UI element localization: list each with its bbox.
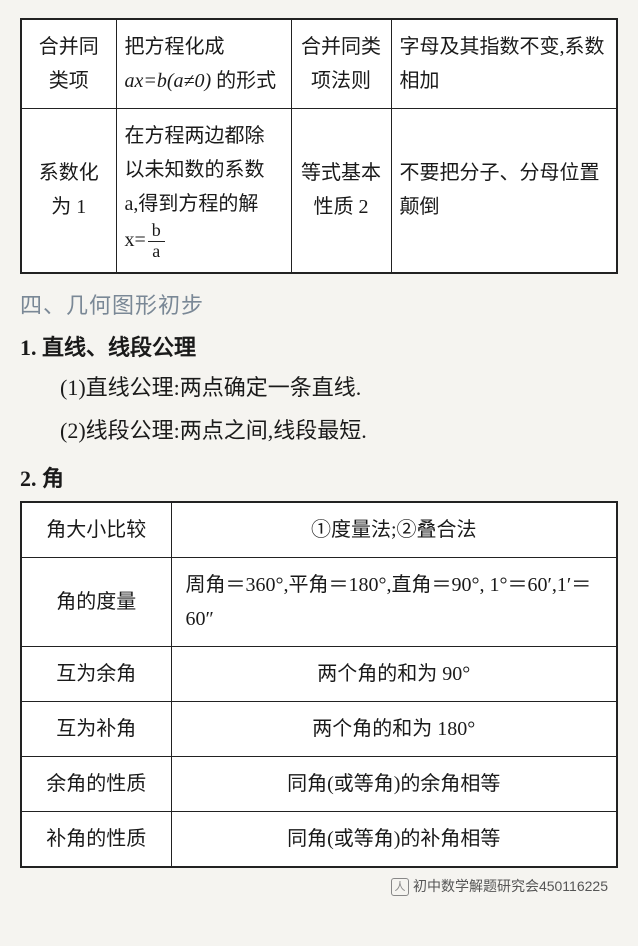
cell-val: 同角(或等角)的补角相等 — [171, 811, 617, 867]
cell-key: 余角的性质 — [21, 756, 171, 811]
fraction: ba — [148, 221, 165, 262]
equation-methods-table: 合并同类项 把方程化成 ax=b(a≠0) 的形式 合并同类项法则 字母及其指数… — [20, 18, 618, 274]
cell-desc: 把方程化成 ax=b(a≠0) 的形式 — [116, 19, 291, 109]
cell-key: 角大小比较 — [21, 502, 171, 558]
cell-val: 同角(或等角)的余角相等 — [171, 756, 617, 811]
footer-text: 初中数学解题研究会450116225 — [413, 878, 608, 894]
text: 在方程两边都除以未知数的系数 a,得到方程的解 x= — [125, 125, 265, 251]
watermark-footer: 人初中数学解题研究会450116225 — [20, 876, 618, 896]
angle-table: 角大小比较 ①度量法;②叠合法 角的度量 周角＝360°,平角＝180°,直角＝… — [20, 501, 618, 868]
cell-method: 系数化为 1 — [21, 109, 116, 273]
cell-val: 周角＝360°,平角＝180°,直角＝90°, 1°＝60′,1′＝60″ — [171, 557, 617, 646]
subsection-1-title: 1. 直线、线段公理 — [20, 330, 618, 362]
cell-method: 合并同类项 — [21, 19, 116, 109]
cell-basis: 合并同类项法则 — [291, 19, 391, 109]
table-row: 角的度量 周角＝360°,平角＝180°,直角＝90°, 1°＝60′,1′＝6… — [21, 557, 617, 646]
equation: ax=b(a≠0) — [125, 70, 212, 92]
cell-key: 角的度量 — [21, 557, 171, 646]
table-row: 互为余角 两个角的和为 90° — [21, 646, 617, 701]
denominator: a — [148, 242, 165, 262]
subsection-2-title: 2. 角 — [20, 461, 618, 493]
table-row: 补角的性质 同角(或等角)的补角相等 — [21, 811, 617, 867]
cell-key: 互为补角 — [21, 701, 171, 756]
text: 的形式 — [211, 70, 276, 92]
cell-val: 两个角的和为 180° — [171, 701, 617, 756]
section-4-title: 四、几何图形初步 — [20, 288, 618, 320]
table-row: 角大小比较 ①度量法;②叠合法 — [21, 502, 617, 558]
cell-val: ①度量法;②叠合法 — [171, 502, 617, 558]
wechat-icon: 人 — [391, 878, 409, 896]
cell-key: 互为余角 — [21, 646, 171, 701]
table-row: 系数化为 1 在方程两边都除以未知数的系数 a,得到方程的解 x=ba 等式基本… — [21, 109, 617, 273]
cell-val: 两个角的和为 90° — [171, 646, 617, 701]
axiom-line-2: (2)线段公理:两点之间,线段最短. — [60, 411, 618, 451]
cell-note: 不要把分子、分母位置颠倒 — [391, 109, 617, 273]
table-row: 余角的性质 同角(或等角)的余角相等 — [21, 756, 617, 811]
text: 把方程化成 — [125, 36, 225, 58]
cell-desc: 在方程两边都除以未知数的系数 a,得到方程的解 x=ba — [116, 109, 291, 273]
table-row: 合并同类项 把方程化成 ax=b(a≠0) 的形式 合并同类项法则 字母及其指数… — [21, 19, 617, 109]
table-row: 互为补角 两个角的和为 180° — [21, 701, 617, 756]
cell-basis: 等式基本性质 2 — [291, 109, 391, 273]
cell-key: 补角的性质 — [21, 811, 171, 867]
axiom-line-1: (1)直线公理:两点确定一条直线. — [60, 368, 618, 408]
numerator: b — [148, 221, 165, 242]
cell-note: 字母及其指数不变,系数相加 — [391, 19, 617, 109]
